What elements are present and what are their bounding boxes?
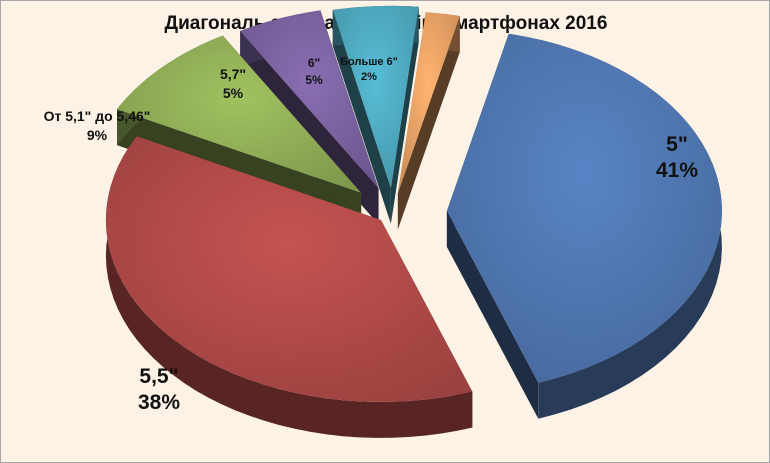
slice-label-3: От 5,1" до 5,46": [44, 108, 151, 124]
pie-slice-1: [446, 33, 722, 419]
pie-slice-6: [397, 12, 460, 230]
slice-label-1: 5": [666, 133, 688, 156]
slice-value-label-5: 5%: [305, 73, 323, 87]
pie-slice-2: [105, 136, 473, 438]
slice-value-label-4: 5%: [223, 85, 244, 101]
slice-label-5: 6": [308, 56, 320, 70]
slice-value-label-1: 41%: [656, 159, 698, 182]
slice-label-6: Больше 6": [340, 56, 398, 68]
slice-value-label-3: 9%: [87, 127, 108, 143]
slice-label-2: 5,5": [139, 365, 178, 388]
pie-slice-5: [332, 5, 419, 224]
slice-value-label-2: 38%: [138, 391, 180, 414]
slice-label-4: 5,7": [220, 66, 246, 82]
slice-value-label-6: 2%: [361, 71, 377, 83]
